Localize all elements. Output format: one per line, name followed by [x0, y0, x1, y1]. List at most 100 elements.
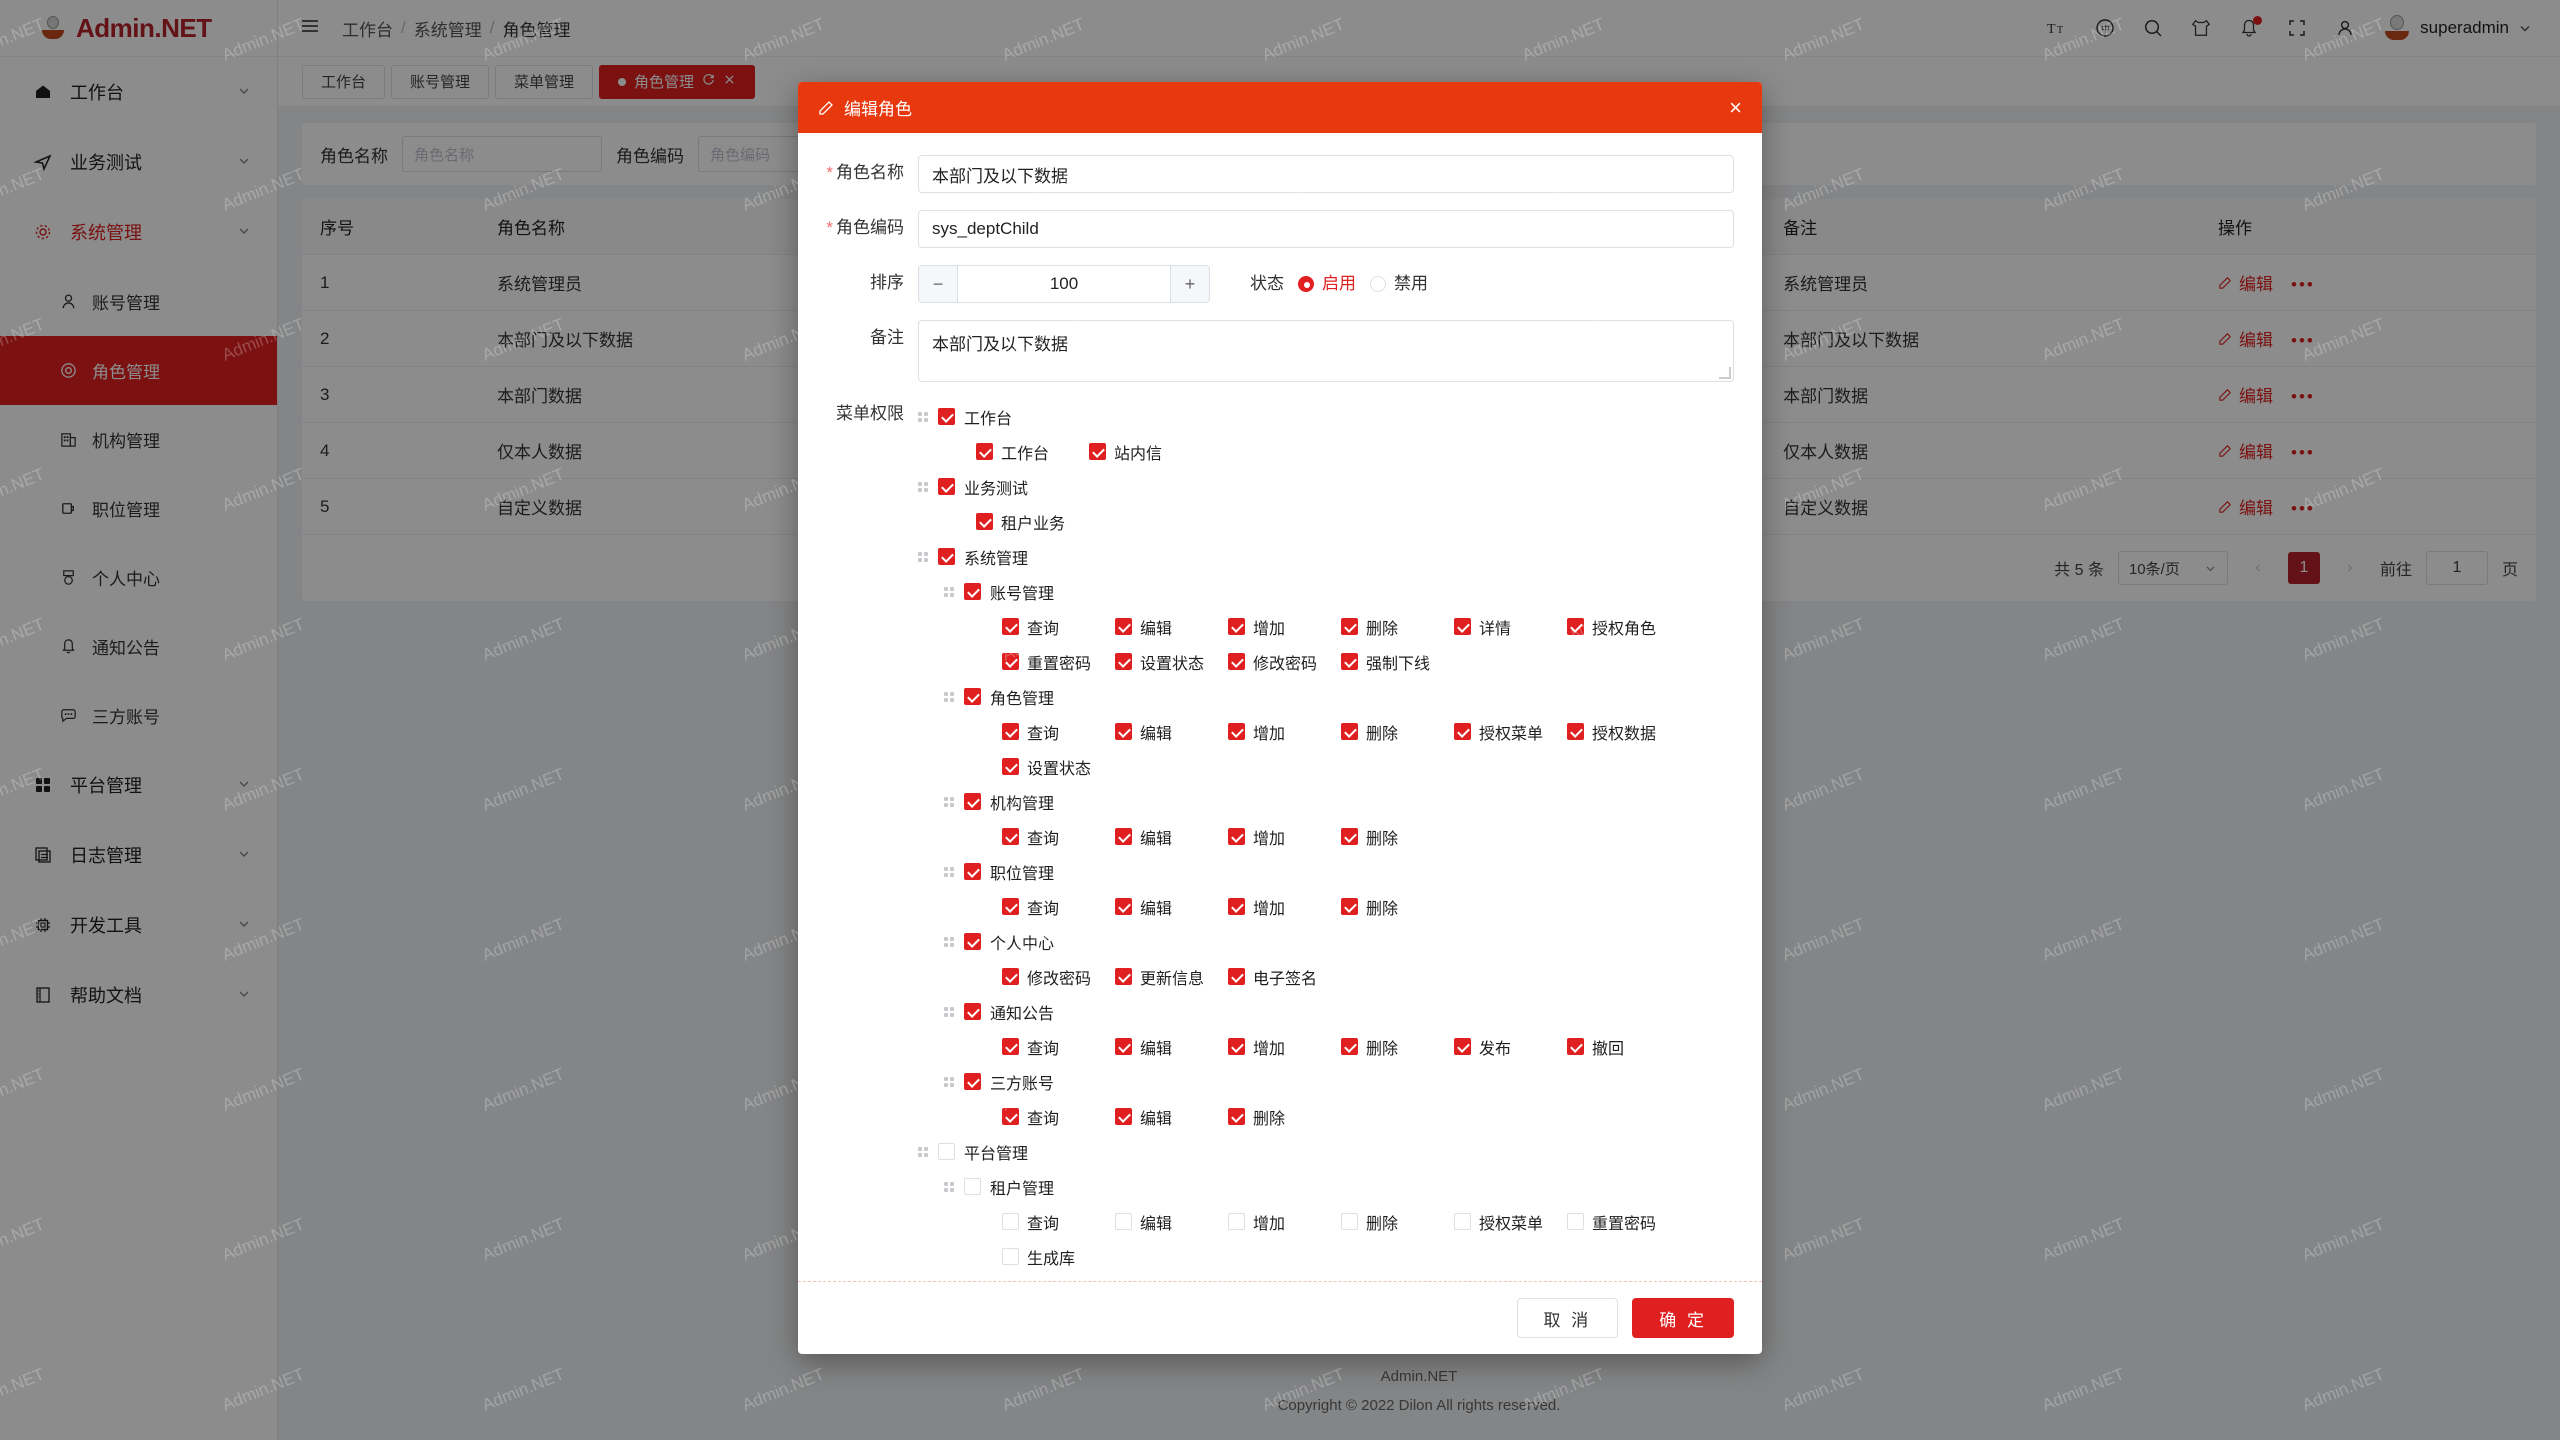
sidebar-item-11[interactable]: 日志管理 [0, 820, 277, 890]
tab-2[interactable]: 菜单管理 [495, 64, 594, 99]
permission-checkbox[interactable] [976, 443, 993, 461]
sidebar-item-12[interactable]: 开发工具 [0, 890, 277, 960]
goto-page-input[interactable]: 1 [2425, 551, 2488, 585]
permission-checkbox-item[interactable]: 编辑 [1115, 825, 1228, 849]
row-more-button[interactable]: ••• [2291, 499, 2315, 518]
permission-checkbox[interactable] [1341, 898, 1358, 916]
permission-checkbox[interactable] [1002, 723, 1019, 741]
remark-textarea[interactable]: 本部门及以下数据 [918, 320, 1734, 383]
permission-checkbox-item[interactable]: 编辑 [1115, 615, 1228, 639]
row-more-button[interactable]: ••• [2291, 387, 2315, 406]
chevron-down-icon[interactable] [237, 777, 251, 794]
permission-checkbox[interactable] [1228, 618, 1245, 636]
permission-checkbox-item[interactable]: 查询 [1002, 1035, 1115, 1059]
permission-checkbox-item[interactable]: 增加 [1228, 615, 1341, 639]
tree-node-3[interactable]: 账号管理 [918, 574, 1734, 609]
permission-checkbox[interactable] [1341, 1213, 1358, 1231]
confirm-button[interactable]: 确 定 [1632, 1298, 1734, 1338]
fullscreen-icon[interactable] [2287, 18, 2307, 38]
chevron-down-icon[interactable] [237, 987, 251, 1004]
tree-node-4[interactable]: 角色管理 [918, 679, 1734, 714]
permission-checkbox[interactable] [1228, 828, 1245, 846]
row-edit-button[interactable]: 编辑 [2218, 494, 2273, 519]
permission-checkbox[interactable] [1454, 723, 1471, 741]
permission-checkbox-item[interactable]: 修改密码 [1002, 965, 1115, 989]
menu-collapse-icon[interactable] [300, 16, 320, 41]
chevron-down-icon[interactable] [237, 84, 251, 101]
permission-checkbox-item[interactable]: 增加 [1228, 1035, 1341, 1059]
permission-checkbox[interactable] [1228, 653, 1245, 671]
tree-node-checkbox[interactable] [938, 408, 955, 426]
permission-checkbox[interactable] [1454, 1213, 1471, 1231]
permission-checkbox-item[interactable]: 增加 [1228, 895, 1341, 919]
drag-handle-icon[interactable] [944, 586, 955, 597]
tree-node-checkbox[interactable] [964, 583, 981, 601]
permission-checkbox[interactable] [1115, 828, 1132, 846]
cancel-button[interactable]: 取 消 [1516, 1298, 1619, 1338]
tree-node-9[interactable]: 三方账号 [918, 1064, 1734, 1099]
permission-checkbox-item[interactable]: 删除 [1341, 615, 1454, 639]
permission-checkbox-item[interactable]: 发布 [1454, 1035, 1567, 1059]
theme-icon[interactable] [2191, 18, 2211, 38]
tree-node-checkbox[interactable] [964, 1003, 981, 1021]
tab-close-icon[interactable] [723, 73, 736, 90]
row-edit-button[interactable]: 编辑 [2218, 270, 2273, 295]
breadcrumb-item[interactable]: 角色管理 [502, 20, 571, 40]
tree-node-checkbox[interactable] [964, 793, 981, 811]
permission-checkbox[interactable] [1089, 443, 1106, 461]
drag-handle-icon[interactable] [918, 411, 929, 422]
tree-node-6[interactable]: 职位管理 [918, 854, 1734, 889]
row-more-button[interactable]: ••• [2291, 443, 2315, 462]
language-icon[interactable]: 中 [2095, 18, 2115, 38]
permission-checkbox[interactable] [1228, 1108, 1245, 1126]
notification-icon[interactable] [2239, 16, 2263, 38]
account-icon[interactable] [2335, 18, 2355, 38]
row-edit-button[interactable]: 编辑 [2218, 438, 2273, 463]
permission-checkbox-item[interactable]: 更新信息 [1115, 965, 1228, 989]
permission-checkbox[interactable] [1115, 618, 1132, 636]
sidebar-item-9[interactable]: 三方账号 [0, 681, 277, 750]
sidebar-item-13[interactable]: 帮助文档 [0, 960, 277, 1030]
permission-checkbox-item[interactable]: 增加 [1228, 1210, 1341, 1234]
permission-checkbox[interactable] [1228, 898, 1245, 916]
drag-handle-icon[interactable] [944, 1006, 955, 1017]
permission-checkbox-item[interactable]: 生成库 [1002, 1245, 1115, 1269]
drag-handle-icon[interactable] [918, 551, 929, 562]
tree-node-checkbox[interactable] [964, 1073, 981, 1091]
tab-3[interactable]: 角色管理 [599, 64, 756, 99]
tab-1[interactable]: 账号管理 [391, 64, 490, 99]
permission-checkbox-item[interactable]: 编辑 [1115, 1105, 1228, 1129]
permission-checkbox[interactable] [1002, 1248, 1019, 1266]
tree-node-5[interactable]: 机构管理 [918, 784, 1734, 819]
permission-checkbox[interactable] [1228, 723, 1245, 741]
permission-checkbox-item[interactable]: 租户业务 [976, 510, 1089, 534]
permission-checkbox[interactable] [1341, 618, 1358, 636]
permission-checkbox[interactable] [1002, 1038, 1019, 1056]
permission-checkbox[interactable] [1567, 1038, 1584, 1056]
permission-checkbox[interactable] [1115, 898, 1132, 916]
permission-checkbox[interactable] [1228, 1038, 1245, 1056]
sidebar-item-0[interactable]: 工作台 [0, 57, 277, 127]
permission-checkbox-item[interactable]: 增加 [1228, 825, 1341, 849]
permission-checkbox[interactable] [1567, 723, 1584, 741]
refresh-icon[interactable] [702, 73, 715, 90]
tree-node-7[interactable]: 个人中心 [918, 924, 1734, 959]
permission-checkbox-item[interactable]: 修改密码 [1228, 650, 1341, 674]
permission-checkbox[interactable] [1115, 653, 1132, 671]
chevron-down-icon[interactable] [237, 154, 251, 171]
permission-checkbox[interactable] [1002, 898, 1019, 916]
permission-checkbox-item[interactable]: 重置密码 [1002, 650, 1115, 674]
permission-checkbox-item[interactable]: 设置状态 [1115, 650, 1228, 674]
permission-checkbox-item[interactable]: 编辑 [1115, 1210, 1228, 1234]
permission-checkbox-item[interactable]: 查询 [1002, 720, 1115, 744]
drag-handle-icon[interactable] [944, 1181, 955, 1192]
breadcrumb-item[interactable]: 系统管理 [413, 20, 482, 40]
role-name-filter-input[interactable]: 角色名称 [402, 136, 602, 172]
permission-checkbox-item[interactable]: 增加 [1228, 720, 1341, 744]
permission-checkbox[interactable] [1115, 968, 1132, 986]
permission-checkbox[interactable] [1341, 653, 1358, 671]
sidebar-item-2[interactable]: 系统管理 [0, 197, 277, 267]
permission-checkbox[interactable] [1115, 1213, 1132, 1231]
permission-checkbox[interactable] [1002, 758, 1019, 776]
